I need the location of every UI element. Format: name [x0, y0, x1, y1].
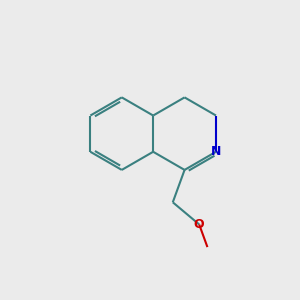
- Text: O: O: [194, 218, 205, 231]
- Text: N: N: [211, 145, 221, 158]
